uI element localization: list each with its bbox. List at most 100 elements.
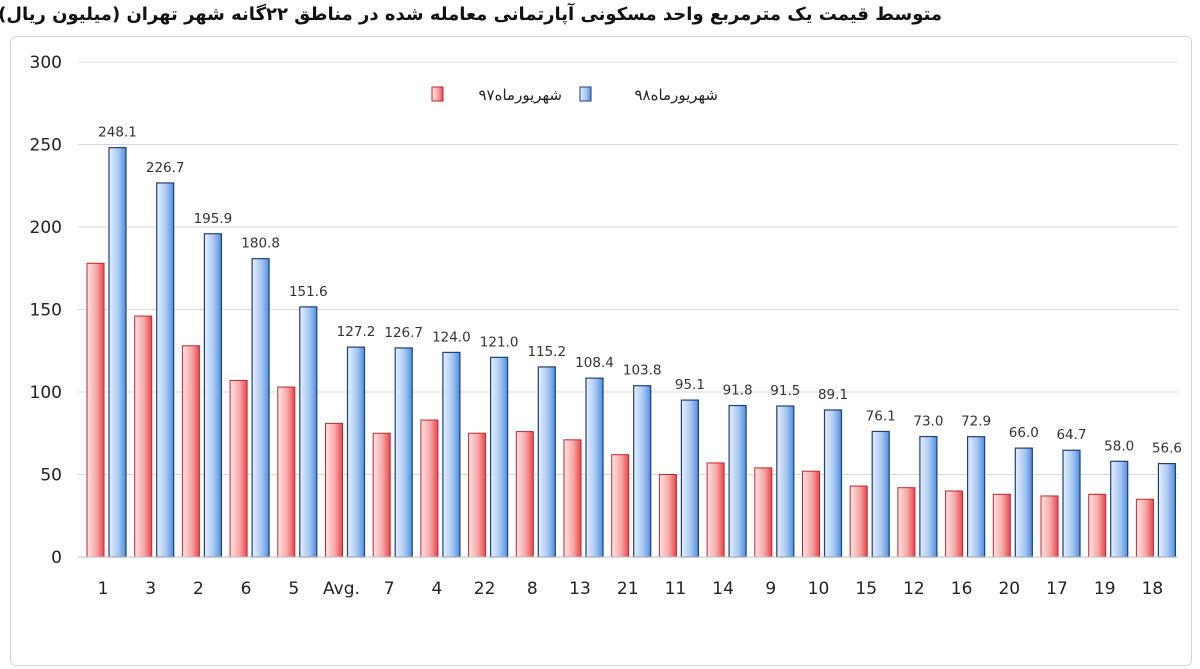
x-tick-label: 18 xyxy=(1142,579,1164,599)
bar-series-98 xyxy=(203,233,222,558)
data-label: 95.1 xyxy=(675,377,705,393)
bar-series-97 xyxy=(658,474,677,558)
data-label: 64.7 xyxy=(1056,427,1086,443)
x-tick-label: 5 xyxy=(288,579,299,599)
bar-series-97 xyxy=(754,467,773,558)
data-label: 89.1 xyxy=(818,387,848,403)
x-tick-label: 14 xyxy=(712,579,734,599)
data-label: 72.9 xyxy=(961,414,991,430)
bar-series-98 xyxy=(871,430,890,558)
bar-series-98 xyxy=(442,351,461,558)
x-tick-label: 4 xyxy=(431,579,442,599)
x-tick-label: 22 xyxy=(474,579,496,599)
bar-series-98 xyxy=(251,258,270,558)
y-tick-label: 200 xyxy=(30,218,62,238)
x-tick-label: 13 xyxy=(569,579,591,599)
bar-series-97 xyxy=(515,431,534,558)
bar-series-97 xyxy=(849,485,868,558)
x-tick-label: 8 xyxy=(527,579,538,599)
bar-series-98 xyxy=(1110,460,1129,558)
data-label: 73.0 xyxy=(913,414,943,430)
legend: شهریورماه۹۸ شهریورماه۹۷ xyxy=(431,86,718,104)
bar-series-97 xyxy=(1088,493,1107,558)
data-label: 226.7 xyxy=(146,160,185,176)
bar-series-98 xyxy=(1014,447,1033,558)
x-tick-label: 15 xyxy=(855,579,877,599)
data-label: 66.0 xyxy=(1009,425,1039,441)
y-tick-label: 300 xyxy=(30,53,62,73)
bar-series-98 xyxy=(680,399,700,558)
x-tick-label: 10 xyxy=(808,579,830,599)
chart-title: متوسط قیمت یک مترمربع واحد مسکونی آپارتم… xyxy=(0,4,942,25)
data-label: 76.1 xyxy=(866,408,896,424)
x-tick-label: 16 xyxy=(951,579,973,599)
data-labels: 248.1 226.7 195.9 180.8 151.6 127.2 126.7 124.0… xyxy=(98,125,1182,457)
data-label: 91.5 xyxy=(770,383,800,399)
x-tick-label: 2 xyxy=(193,579,204,599)
x-tick-label: 17 xyxy=(1046,579,1068,599)
bar-series-97 xyxy=(706,462,725,558)
bar-series-98 xyxy=(776,405,795,558)
bar-series-97 xyxy=(325,422,343,558)
x-tick-label: Avg. xyxy=(323,579,360,599)
bar-series-98 xyxy=(919,435,938,558)
bar-series-98 xyxy=(108,147,127,558)
bar-series-98 xyxy=(823,409,843,558)
bar-series-98 xyxy=(585,377,604,558)
y-tick-label: 50 xyxy=(40,466,62,486)
y-tick-label: 0 xyxy=(51,548,62,568)
legend-label-97: شهریورماه۹۷ xyxy=(478,86,562,104)
bar-series-98 xyxy=(537,366,556,558)
data-label: 103.8 xyxy=(623,363,662,379)
x-tick-label: 6 xyxy=(241,579,252,599)
bar-series-98 xyxy=(966,436,986,558)
data-label: 126.7 xyxy=(384,325,423,341)
data-label: 124.0 xyxy=(432,329,471,345)
data-label: 58.0 xyxy=(1104,438,1134,454)
y-tick-label: 100 xyxy=(30,383,62,403)
bar-series-97 xyxy=(1135,498,1154,558)
legend-label-98: شهریورماه۹۸ xyxy=(634,86,718,104)
x-tick-label: 19 xyxy=(1094,579,1116,599)
data-label: 121.0 xyxy=(480,334,519,350)
x-tick-label: 3 xyxy=(145,579,156,599)
data-label: 91.8 xyxy=(723,383,753,399)
legend-swatch-97 xyxy=(431,86,444,102)
bar-series-98 xyxy=(490,356,509,558)
y-tick-label: 250 xyxy=(30,136,62,156)
data-label: 195.9 xyxy=(194,211,233,227)
legend-swatch-98 xyxy=(579,86,592,102)
bar-series-97 xyxy=(420,419,439,558)
bar-series-97 xyxy=(468,432,487,558)
bar-series-97 xyxy=(86,262,105,558)
bar-series-98 xyxy=(728,404,747,558)
x-tick-label: 7 xyxy=(384,579,395,599)
x-tick-label: 12 xyxy=(903,579,925,599)
bar-series-97 xyxy=(563,439,582,558)
bar-series-97 xyxy=(802,470,820,558)
bar-series-98 xyxy=(633,385,652,558)
data-label: 180.8 xyxy=(241,236,280,252)
x-tick-label: 20 xyxy=(998,579,1020,599)
bar-series-98 xyxy=(1062,449,1081,558)
bar-series-97 xyxy=(992,493,1011,558)
x-axis: 1 3 2 6 5 Avg. 7 4 22 8 13 21 11 14 9 10 15 12 16 20 17 19 18 xyxy=(78,556,1178,599)
bar-series-98 xyxy=(346,346,366,558)
bar-series-97 xyxy=(372,432,391,558)
x-tick-label: 11 xyxy=(665,579,687,599)
data-label: 108.4 xyxy=(575,355,614,371)
x-tick-label: 9 xyxy=(765,579,776,599)
data-label: 127.2 xyxy=(337,324,376,340)
x-tick-label: 21 xyxy=(617,579,639,599)
bar-series-98 xyxy=(1157,463,1177,558)
data-label: 56.6 xyxy=(1152,441,1182,457)
y-axis: 0 50 100 150 200 250 300 xyxy=(30,53,62,568)
bar-series-97 xyxy=(1040,495,1059,558)
bar-series-97 xyxy=(897,487,916,558)
bar-series-97 xyxy=(611,454,630,558)
bar-series-97 xyxy=(134,315,153,558)
bar-series-98 xyxy=(156,182,175,558)
bar-series-97 xyxy=(945,490,964,558)
